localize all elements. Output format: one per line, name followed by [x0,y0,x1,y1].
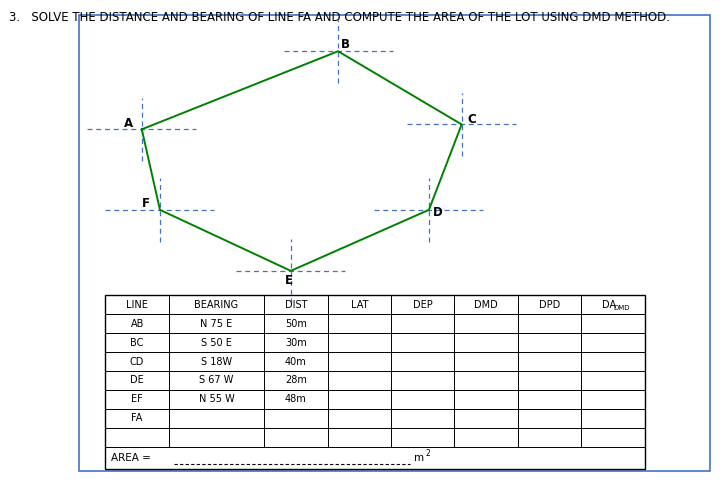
Bar [79,15,710,471]
Text: D: D [433,206,443,219]
Text: 50m: 50m [285,319,307,328]
Bar [105,295,645,469]
Text: FA: FA [132,413,142,424]
Text: DA: DA [602,300,616,310]
Text: S 18W: S 18W [201,357,232,366]
Text: DPD: DPD [539,300,561,310]
Text: AREA =: AREA = [111,453,151,463]
Text: EF: EF [132,394,143,405]
Text: 40m: 40m [285,357,307,366]
Text: 48m: 48m [285,394,307,405]
Text: CD: CD [130,357,145,366]
Text: DIST: DIST [284,300,307,310]
Text: BEARING: BEARING [194,300,238,310]
Text: DMD: DMD [614,305,630,311]
Text: N 75 E: N 75 E [201,319,233,328]
Text: DE: DE [130,375,144,386]
Text: LAT: LAT [350,300,368,310]
Text: m: m [414,453,424,463]
Text: 3.   SOLVE THE DISTANCE AND BEARING OF LINE FA AND COMPUTE THE AREA OF THE LOT U: 3. SOLVE THE DISTANCE AND BEARING OF LIN… [9,11,670,24]
Text: A: A [124,117,133,130]
Text: B: B [341,38,350,51]
Text: 28m: 28m [285,375,307,386]
Text: 30m: 30m [285,338,307,347]
Text: DEP: DEP [413,300,433,310]
Text: LINE: LINE [126,300,148,310]
Text: BC: BC [130,338,144,347]
Text: N 55 W: N 55 W [198,394,234,405]
Text: E: E [285,274,294,287]
Text: AB: AB [130,319,144,328]
Text: F: F [141,198,150,210]
Text: S 67 W: S 67 W [199,375,233,386]
Text: S 50 E: S 50 E [201,338,232,347]
Text: C: C [467,113,476,126]
Text: 2: 2 [425,449,430,458]
Text: DMD: DMD [474,300,498,310]
